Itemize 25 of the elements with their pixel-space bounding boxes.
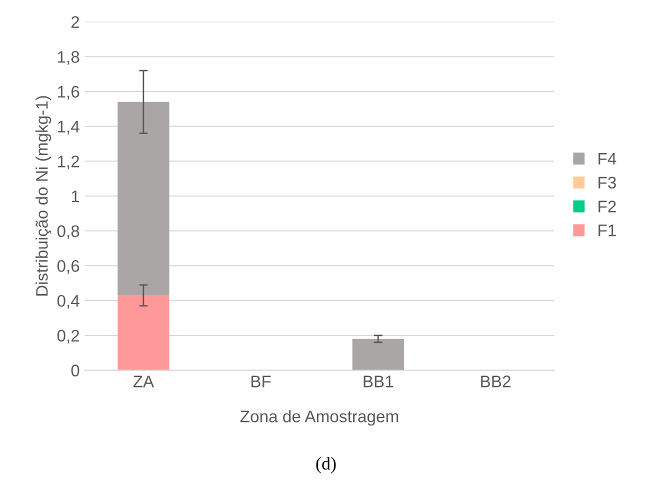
x-tick-label: ZA <box>133 376 154 388</box>
y-tick-label: 1,4 <box>58 120 80 134</box>
legend-label: F2 <box>598 200 616 212</box>
bar <box>118 102 170 296</box>
bar <box>118 295 170 370</box>
y-tick-label: 1,2 <box>58 156 80 170</box>
x-tick-label: BF <box>252 376 271 388</box>
y-axis-title: Distribuição do Ni (mgkg-1) <box>36 96 52 296</box>
y-tick-label: 0,2 <box>57 330 80 344</box>
y-tick-label: 1,8 <box>58 51 80 65</box>
y-tick-label: 2 <box>71 16 80 28</box>
text: (d) <box>316 456 336 474</box>
legend-label: F4 <box>598 153 616 165</box>
y-tick-label: 0,6 <box>57 260 80 274</box>
y-tick-label: 0 <box>71 364 80 376</box>
y-tick-label: 0,4 <box>57 294 80 309</box>
x-tick-label: BB2 <box>481 376 510 388</box>
y-tick-label: 0,8 <box>57 225 80 240</box>
legend-label: F3 <box>598 176 616 189</box>
legend-label: F1 <box>598 224 616 236</box>
x-axis-title: Zona de Amostragem <box>240 410 398 426</box>
y-tick-label: 1,6 <box>58 86 80 100</box>
x-tick-label: BB1 <box>364 376 394 388</box>
y-tick-label: 1 <box>72 190 80 202</box>
bar <box>352 338 404 370</box>
